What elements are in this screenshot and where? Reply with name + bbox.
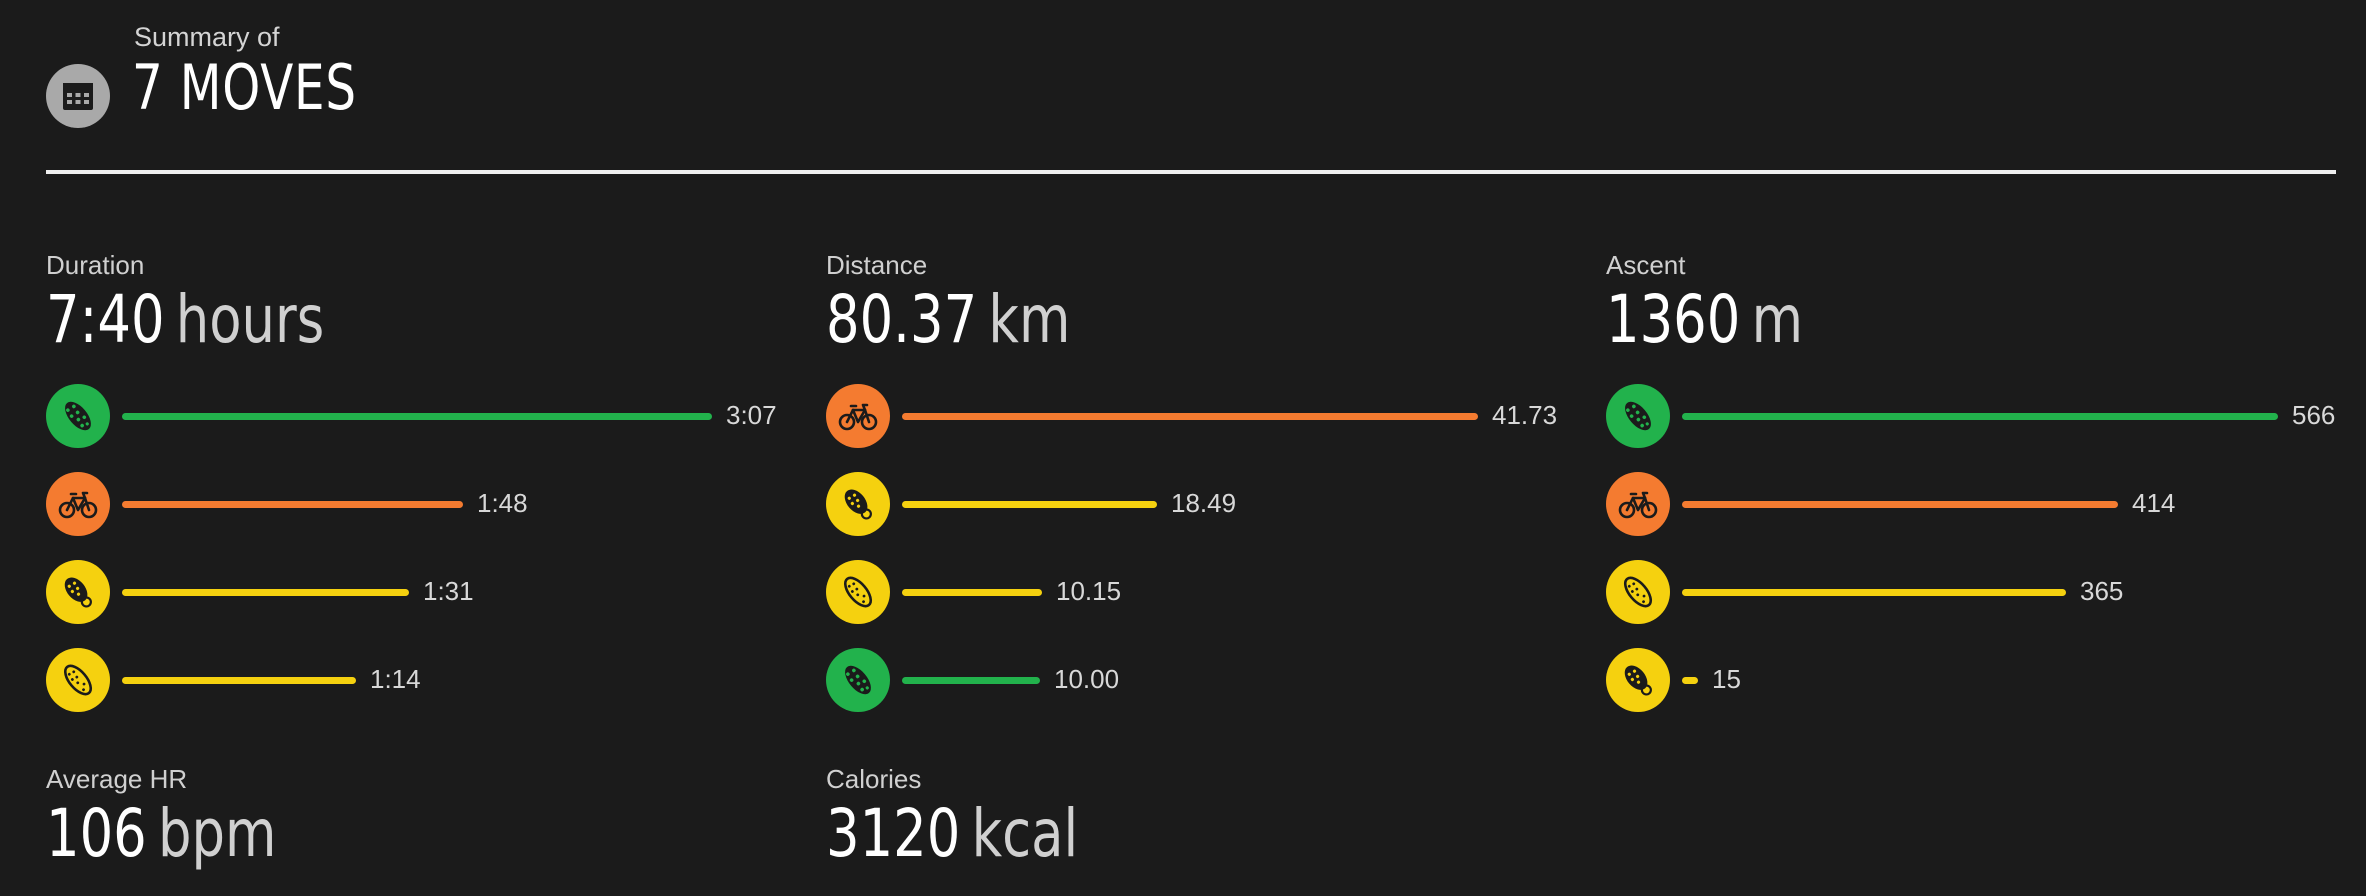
sport-bar	[902, 677, 1040, 684]
walk-shoe-icon	[826, 560, 890, 624]
sport-value: 3:07	[726, 400, 777, 430]
sport-row: 10.15	[826, 560, 1566, 648]
metric-value-row: 1360 m	[1606, 280, 1803, 359]
header-divider	[46, 170, 2336, 174]
calendar-icon	[46, 64, 110, 128]
sport-row: 566	[1606, 384, 2346, 472]
sport-bar	[902, 589, 1042, 596]
walk-shoe-icon	[1606, 560, 1670, 624]
sport-bar	[122, 501, 463, 508]
sport-row: 365	[1606, 560, 2346, 648]
bicycle-icon	[46, 472, 110, 536]
summary-header: Summary of 7 MOVES	[46, 18, 2336, 174]
metric-value-row: 7:40 hours	[46, 280, 324, 359]
metric-unit: m	[1751, 281, 1804, 358]
run-shoe-icon	[1606, 648, 1670, 712]
sport-value: 1:31	[423, 576, 474, 606]
metric-label: Ascent	[1606, 250, 1686, 280]
metric-label: Calories	[826, 764, 922, 794]
sport-row: 10.00	[826, 648, 1566, 736]
sport-bar	[1682, 413, 2278, 420]
sport-value: 1:48	[477, 488, 528, 518]
metric-value: 3120	[826, 795, 961, 872]
sport-bar	[122, 413, 712, 420]
run-shoe-icon	[46, 560, 110, 624]
sport-value: 15	[1712, 664, 1741, 694]
sport-bar	[902, 501, 1157, 508]
metric-value-row: 3120 kcal	[826, 794, 1078, 873]
sport-row: 1:14	[46, 648, 786, 736]
metric-value: 7:40	[46, 281, 165, 358]
header-title: 7 MOVES	[132, 51, 357, 124]
sport-row: 1:48	[46, 472, 786, 560]
sport-value: 1:14	[370, 664, 421, 694]
sport-value: 365	[2080, 576, 2124, 606]
sport-value: 18.49	[1171, 488, 1237, 518]
sport-value: 10.15	[1056, 576, 1122, 606]
metric-label: Duration	[46, 250, 145, 280]
sport-bar	[122, 589, 409, 596]
metric-value-row: 106 bpm	[46, 794, 276, 873]
sport-bar	[1682, 589, 2066, 596]
trail-shoe-icon	[826, 648, 890, 712]
metric-value: 106	[46, 795, 147, 872]
metric-unit: bpm	[157, 795, 277, 872]
metric-unit: km	[988, 281, 1071, 358]
sport-row: 15	[1606, 648, 2346, 736]
sport-row: 1:31	[46, 560, 786, 648]
sport-value: 414	[2132, 488, 2176, 518]
sport-breakdown: 3:07 1:48 1:31 1:14	[46, 384, 786, 736]
sport-value: 10.00	[1054, 664, 1120, 694]
metric-unit: kcal	[971, 795, 1079, 872]
trail-shoe-icon	[46, 384, 110, 448]
metric-value-row: 80.37 km	[826, 280, 1070, 359]
sport-bar	[902, 413, 1478, 420]
sport-row: 18.49	[826, 472, 1566, 560]
walk-shoe-icon	[46, 648, 110, 712]
sport-value: 41.73	[1492, 400, 1558, 430]
metric-unit: hours	[175, 281, 325, 358]
sport-breakdown: 566 414 365 15	[1606, 384, 2346, 736]
run-shoe-icon	[826, 472, 890, 536]
header-subtitle: Summary of	[134, 22, 280, 52]
sport-bar	[1682, 501, 2118, 508]
sport-value: 566	[2292, 400, 2336, 430]
sport-bar	[1682, 677, 1698, 684]
metric-label: Average HR	[46, 764, 188, 794]
sport-breakdown: 41.73 18.49 10.15 10.00	[826, 384, 1566, 736]
trail-shoe-icon	[1606, 384, 1670, 448]
sport-row: 3:07	[46, 384, 786, 472]
metric-value: 1360	[1606, 281, 1741, 358]
bicycle-icon	[826, 384, 890, 448]
metric-label: Distance	[826, 250, 928, 280]
sport-row: 414	[1606, 472, 2346, 560]
metric-value: 80.37	[826, 281, 978, 358]
bicycle-icon	[1606, 472, 1670, 536]
sport-row: 41.73	[826, 384, 1566, 472]
sport-bar	[122, 677, 356, 684]
